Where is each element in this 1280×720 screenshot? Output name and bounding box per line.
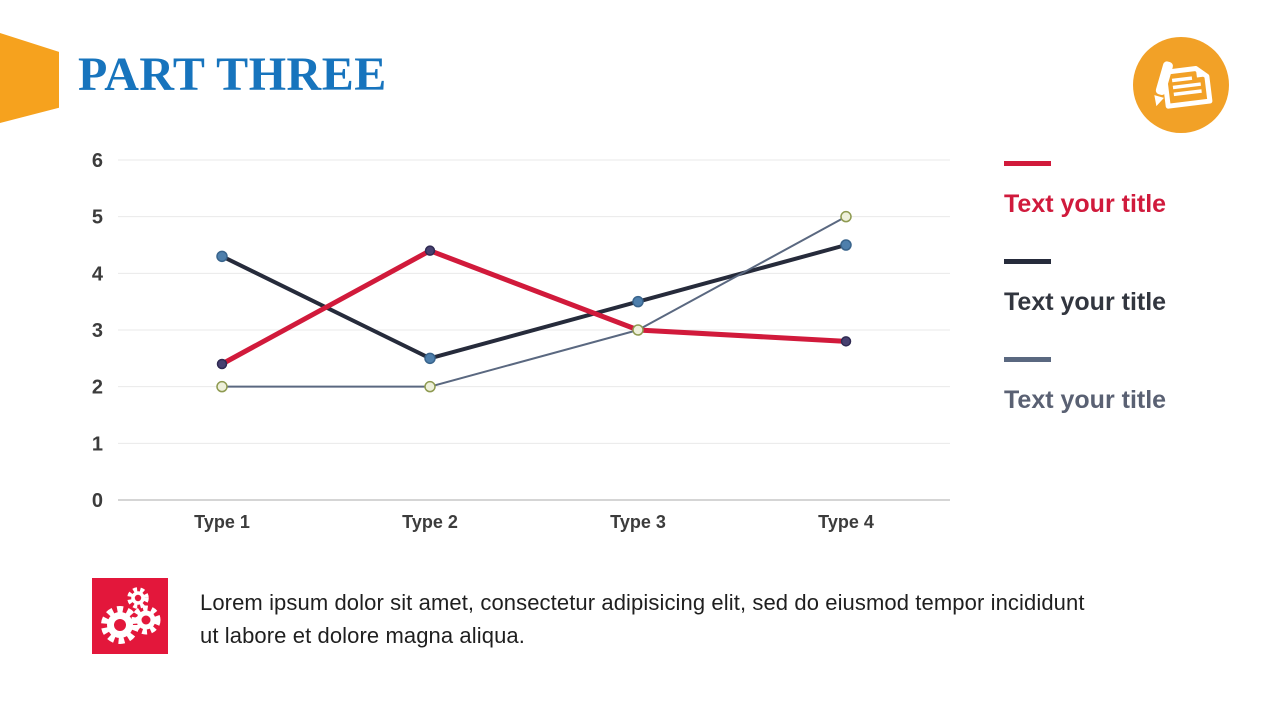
- y-tick-label: 4: [92, 263, 104, 285]
- y-tick-label: 0: [92, 490, 103, 512]
- series-2-marker: [424, 245, 436, 256]
- x-tick-label: Type 2: [402, 512, 458, 532]
- x-tick-label: Type 3: [610, 512, 666, 532]
- y-tick-label: 5: [92, 207, 103, 229]
- x-tick-label: Type 4: [818, 512, 874, 532]
- series-2-marker: [216, 358, 228, 370]
- series-1-marker: [424, 380, 436, 393]
- y-tick-label: 3: [92, 320, 103, 342]
- document-glyph: [1154, 61, 1213, 109]
- pen-glyph: [1154, 61, 1173, 107]
- gear-medium: [131, 605, 161, 635]
- legend-label: Text your title: [1004, 386, 1167, 414]
- document-pen-icon: [1133, 37, 1229, 133]
- y-tick-label: 6: [92, 150, 103, 172]
- series-2-marker: [840, 336, 852, 347]
- gear-large: [101, 606, 139, 644]
- document-pen-icon-svg: [1133, 37, 1229, 133]
- footer-text-line: Lorem ipsum dolor sit amet, consectetur …: [200, 590, 1085, 615]
- gear-small: [127, 587, 149, 609]
- series-line-0: [220, 243, 848, 361]
- chart-legend: Text your title Text your title Text you…: [1004, 161, 1244, 455]
- legend-label: Text your title: [1004, 190, 1167, 218]
- series-1-marker: [840, 210, 852, 223]
- gears-icon: [92, 578, 168, 654]
- series-0-marker: [216, 250, 228, 263]
- footer-text: Lorem ipsum dolor sit amet, consectetur …: [200, 586, 1210, 652]
- y-tick-label: 2: [92, 377, 103, 399]
- legend-item: Text your title: [1004, 357, 1244, 417]
- gears-icon-svg: [92, 578, 168, 654]
- legend-item: Text your title: [1004, 259, 1244, 319]
- legend-line-swatch: [1004, 161, 1051, 166]
- legend-line-swatch: [1004, 259, 1051, 264]
- x-tick-label: Type 1: [194, 512, 250, 532]
- legend-item: Text your title: [1004, 161, 1244, 221]
- legend-line-swatch: [1004, 357, 1051, 362]
- series-0-marker: [632, 295, 644, 308]
- legend-label: Text your title: [1004, 288, 1167, 316]
- series-0-marker: [840, 239, 852, 251]
- page-title: PART THREE: [78, 48, 387, 101]
- series-1-marker: [216, 380, 228, 393]
- footer-text-line: ut labore et dolore magna aliqua.: [200, 623, 525, 648]
- series-0-marker: [424, 352, 436, 365]
- series-line-2: [219, 248, 849, 367]
- series-1-marker: [632, 324, 644, 336]
- series-line-1: [221, 215, 847, 388]
- y-tick-label: 1: [92, 433, 103, 455]
